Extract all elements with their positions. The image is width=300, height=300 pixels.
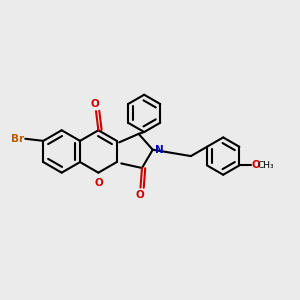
Text: O: O xyxy=(91,99,99,109)
Text: CH₃: CH₃ xyxy=(257,161,274,170)
Text: N: N xyxy=(155,145,164,155)
Text: Br: Br xyxy=(11,134,24,144)
Text: O: O xyxy=(136,190,144,200)
Text: O: O xyxy=(252,160,261,170)
Text: O: O xyxy=(94,178,103,188)
